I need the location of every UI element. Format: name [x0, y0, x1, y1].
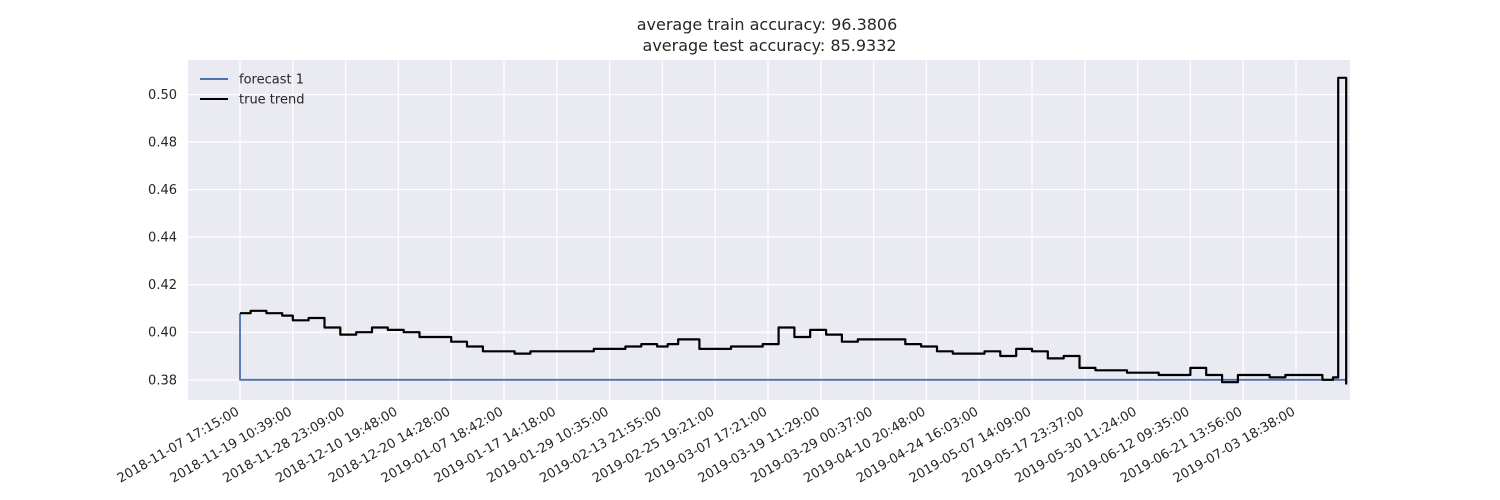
chart-title: average train accuracy: 96.3806 average … — [0, 14, 1500, 56]
plot-area — [188, 60, 1350, 400]
series-line-1 — [240, 76, 1348, 385]
title-line-train: average train accuracy: 96.3806 — [636, 15, 898, 34]
y-axis: 0.38 0.40 0.42 0.44 0.46 0.48 0.50 — [148, 88, 177, 388]
y-tick-label: 0.38 — [148, 373, 177, 388]
legend-label-0: forecast 1 — [239, 73, 304, 88]
series-layer — [239, 76, 1348, 385]
series-line-0 — [239, 313, 1347, 381]
legend-label-1: true trend — [239, 93, 304, 108]
y-tick-label: 0.46 — [148, 183, 177, 198]
y-tick-label: 0.50 — [148, 88, 177, 103]
y-tick-label: 0.48 — [148, 136, 177, 151]
y-tick-label: 0.44 — [148, 231, 177, 246]
y-tick-label: 0.40 — [148, 326, 177, 341]
legend: forecast 1 true trend — [200, 73, 304, 108]
title-line-test: average test accuracy: 85.9332 — [637, 36, 897, 55]
y-tick-label: 0.42 — [148, 278, 177, 293]
